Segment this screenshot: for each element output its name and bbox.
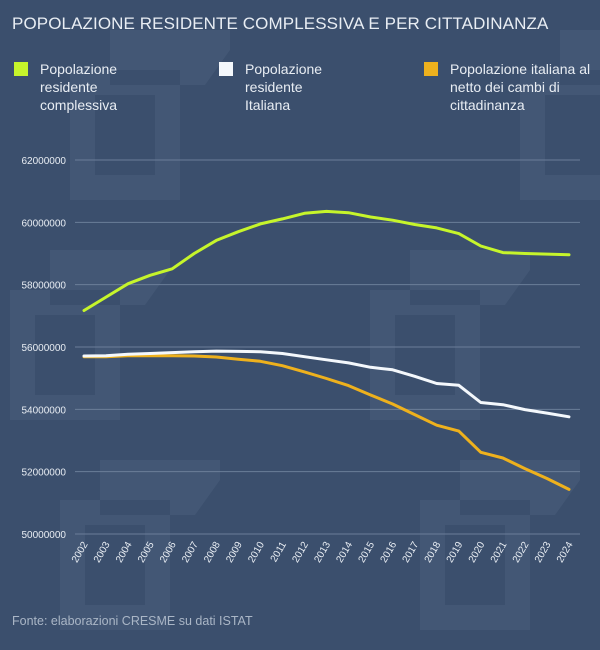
- x-tick-label: 2004: [114, 540, 135, 565]
- x-tick-label: 2008: [202, 540, 223, 565]
- x-tick-label: 2019: [445, 540, 466, 565]
- x-tick-label: 2013: [312, 540, 333, 565]
- series-line-1: [82, 349, 571, 419]
- x-tick-label: 2005: [136, 540, 157, 565]
- legend-item-netto: Popolazione italiana al netto dei cambi …: [424, 60, 594, 114]
- y-tick-label: 60000000: [22, 218, 67, 229]
- watermark-logo: [70, 30, 230, 200]
- x-tick-label: 2022: [511, 540, 532, 565]
- y-tick-label: 50000000: [22, 530, 67, 541]
- x-tick-label: 2023: [533, 540, 554, 565]
- legend-item-italiana: Popolazione residente Italiana: [219, 60, 349, 114]
- series-line-0: [82, 209, 571, 312]
- source-note: Fonte: elaborazioni CRESME su dati ISTAT: [12, 614, 253, 628]
- y-tick-label: 62000000: [22, 156, 67, 167]
- x-tick-label: 2016: [379, 540, 400, 565]
- y-tick-label: 54000000: [22, 405, 67, 416]
- legend-label: Popolazione residente Italiana: [245, 61, 323, 113]
- x-tick-label: 2014: [334, 540, 355, 565]
- legend-swatch: [219, 62, 233, 76]
- x-tick-label: 2012: [290, 540, 311, 565]
- x-tick-label: 2006: [158, 540, 179, 565]
- y-tick-label: 56000000: [22, 343, 67, 354]
- x-tick-label: 2021: [489, 540, 510, 565]
- x-tick-label: 2015: [357, 540, 378, 565]
- watermark-logo: [370, 250, 530, 420]
- chart-title: POPOLAZIONE RESIDENTE COMPLESSIVA E PER …: [12, 14, 549, 33]
- x-tick-label: 2017: [401, 540, 422, 565]
- x-tick-label: 2002: [70, 540, 91, 565]
- x-tick-label: 2024: [555, 540, 576, 565]
- x-tick-label: 2007: [180, 540, 201, 565]
- series-line-2: [82, 354, 571, 491]
- watermark-logo: [60, 460, 220, 630]
- watermark-logo: [420, 460, 580, 630]
- x-tick-label: 2018: [423, 540, 444, 565]
- y-tick-label: 52000000: [22, 468, 67, 479]
- watermark-logo: [10, 250, 170, 420]
- x-tick-label: 2020: [467, 540, 488, 565]
- legend-swatch: [14, 62, 28, 76]
- x-tick-label: 2003: [92, 540, 113, 565]
- legend-label: Popolazione residente complessiva: [40, 61, 118, 113]
- legend-swatch: [424, 62, 438, 76]
- y-tick-label: 58000000: [22, 281, 67, 292]
- legend-item-complessiva: Popolazione residente complessiva: [14, 60, 164, 114]
- watermark-logo: [520, 30, 600, 200]
- x-tick-label: 2010: [246, 540, 267, 565]
- x-tick-label: 2009: [224, 540, 245, 565]
- x-tick-label: 2011: [269, 540, 289, 565]
- legend-label: Popolazione italiana al netto dei cambi …: [450, 61, 591, 113]
